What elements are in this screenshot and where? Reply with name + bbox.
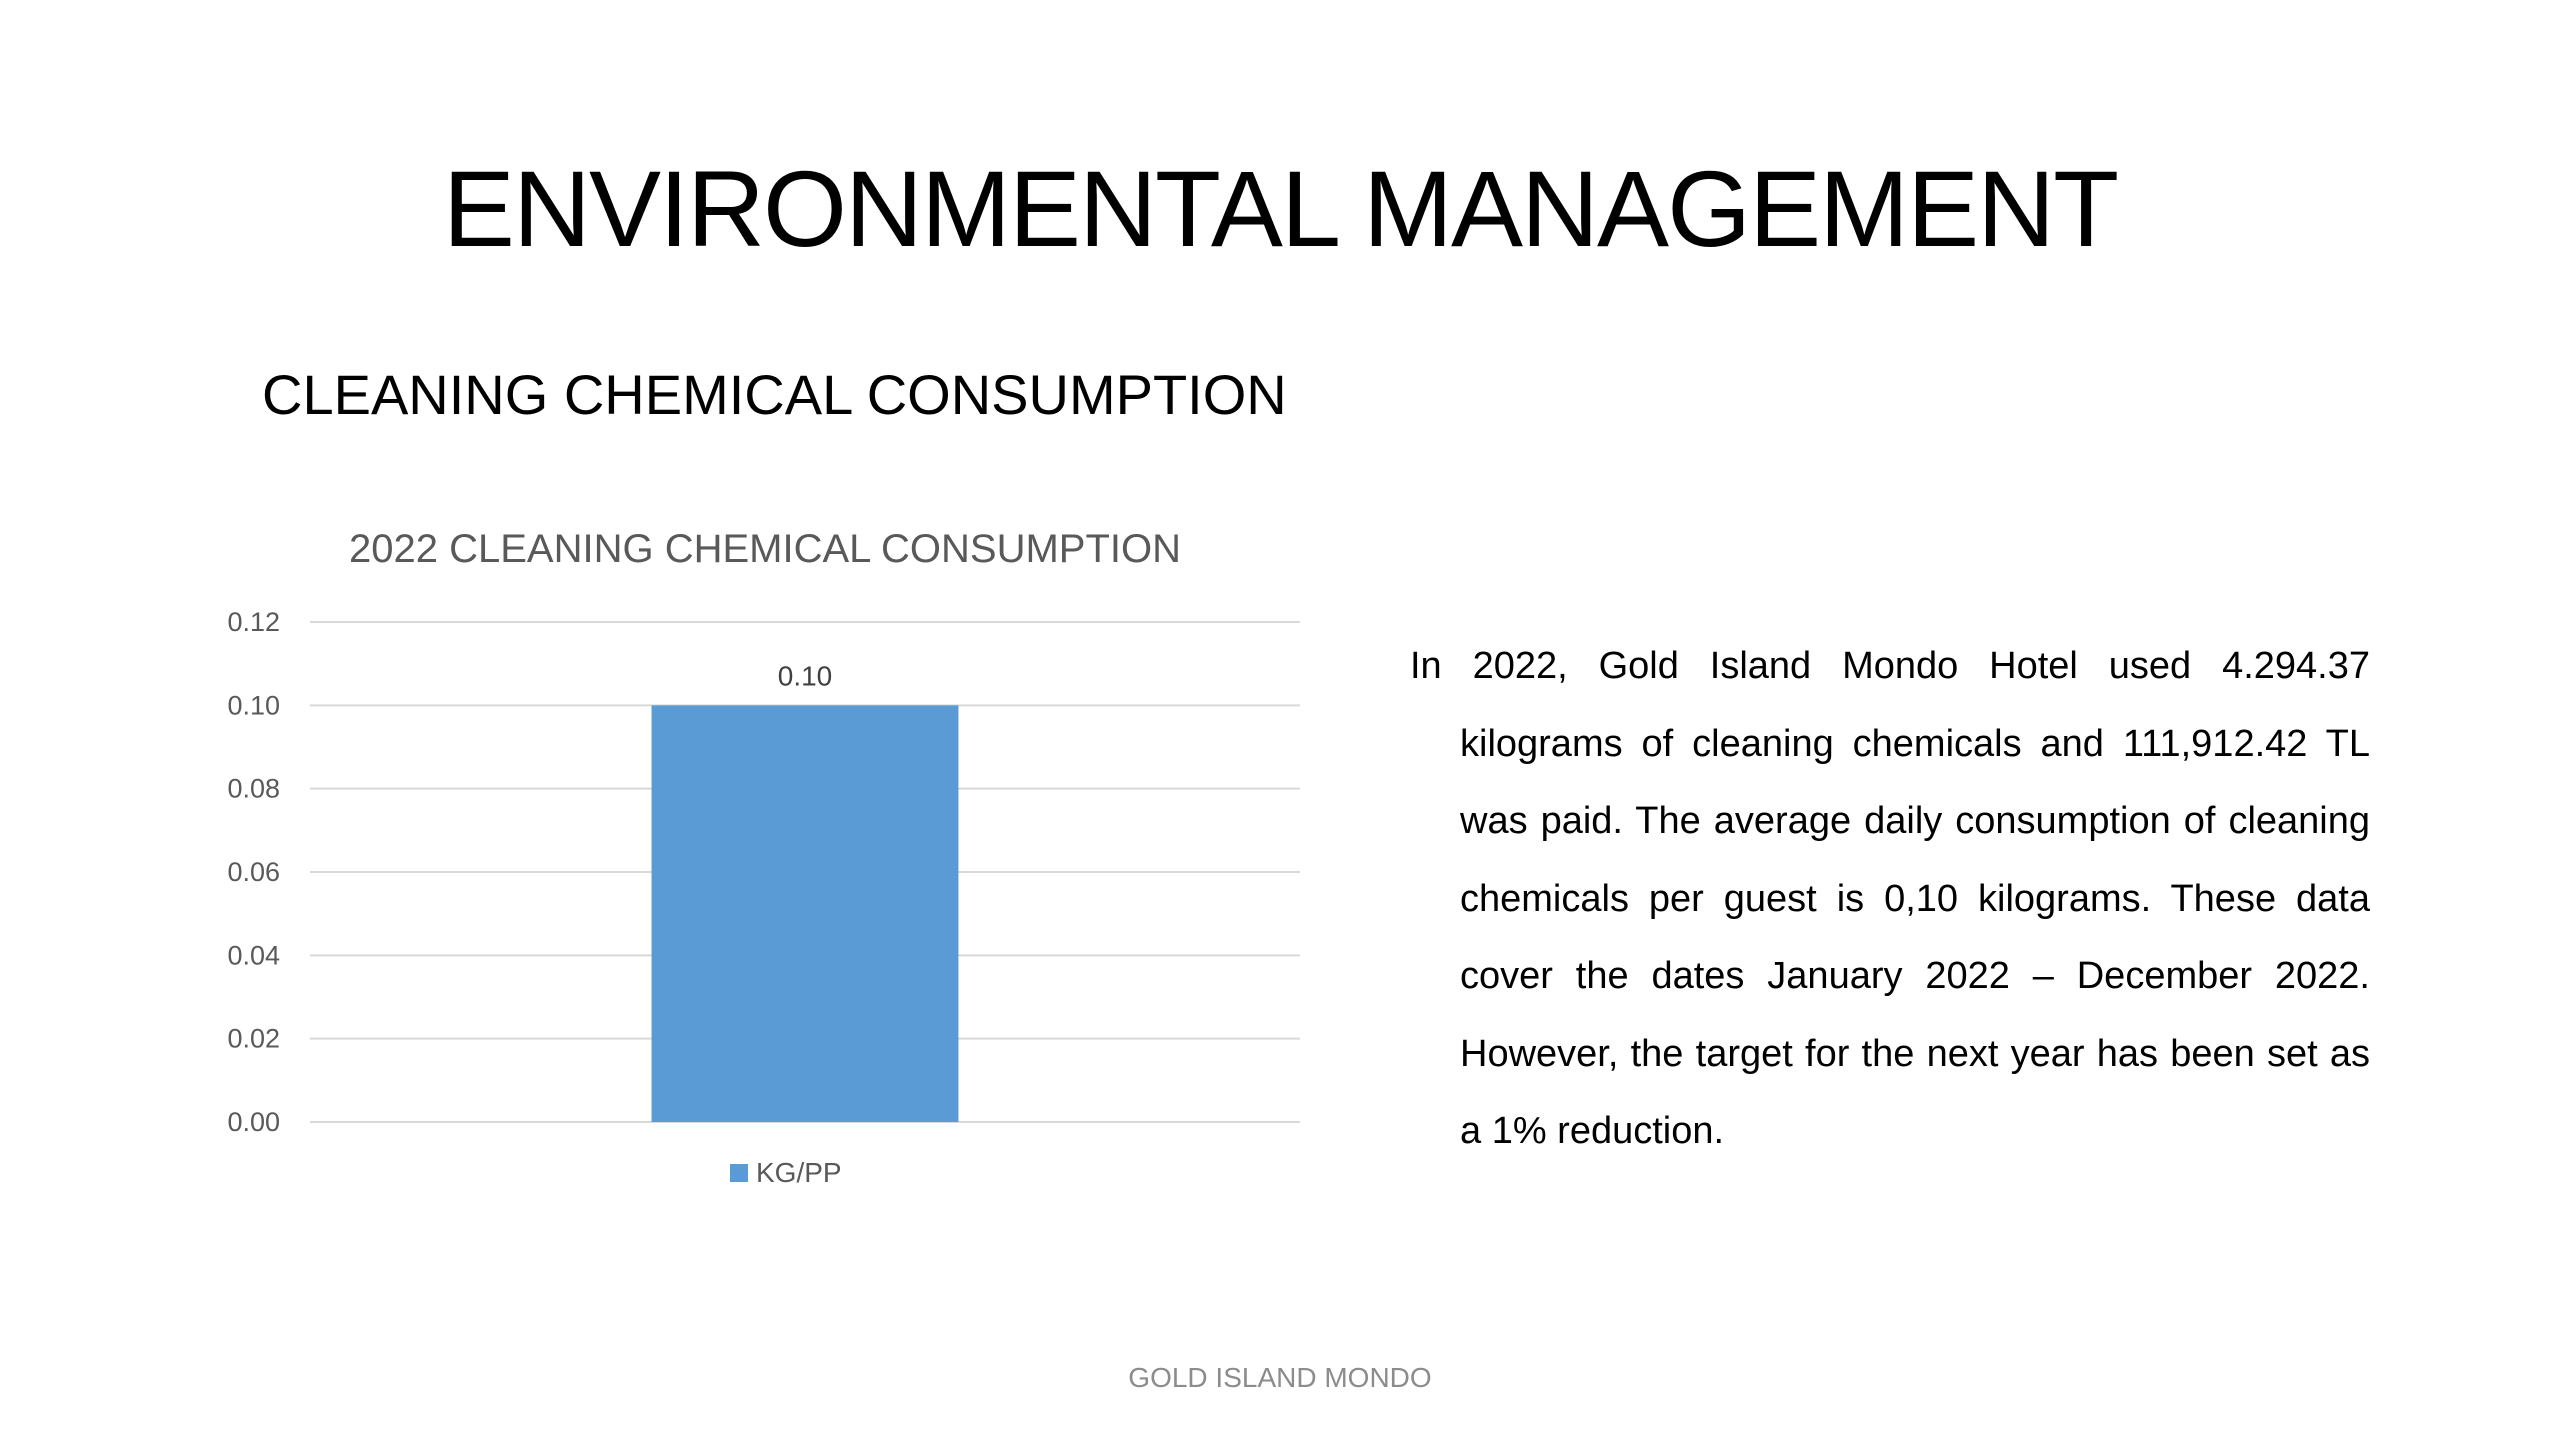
section-title: CLEANING CHEMICAL CONSUMPTION [262, 363, 1287, 426]
bar-kg-pp [651, 705, 959, 1122]
legend-label: KG/PP [756, 1157, 842, 1188]
y-axis-tick-labels: 0.00 0.02 0.04 0.06 0.08 0.10 0.12 [227, 607, 280, 1137]
footer-text: GOLD ISLAND MONDO [1128, 1362, 1432, 1393]
y-tick-label: 0.04 [227, 940, 280, 970]
y-tick-label: 0.06 [227, 857, 280, 887]
y-tick-label: 0.08 [227, 774, 280, 804]
legend: KG/PP [730, 1157, 842, 1188]
y-tick-label: 0.10 [227, 690, 280, 720]
bars [651, 705, 959, 1122]
y-tick-label: 0.12 [227, 607, 280, 637]
chart: 2022 CLEANING CHEMICAL CONSUMPTION 0.00 0… [190, 520, 1340, 1230]
description-text: In 2022, Gold Island Mondo Hotel used 4.… [1410, 645, 2370, 1152]
bar-data-label: 0.10 [778, 660, 833, 691]
chart-svg: 2022 CLEANING CHEMICAL CONSUMPTION 0.000… [227, 527, 1300, 1188]
data-labels: 0.10 [778, 660, 833, 691]
y-tick-label: 0.02 [227, 1024, 280, 1054]
y-tick-label: 0.00 [227, 1107, 280, 1137]
legend-swatch [730, 1164, 748, 1182]
slide-title: ENVIRONMENTAL MANAGEMENT [442, 148, 2119, 269]
chart-title: 2022 CLEANING CHEMICAL CONSUMPTION [349, 527, 1181, 571]
